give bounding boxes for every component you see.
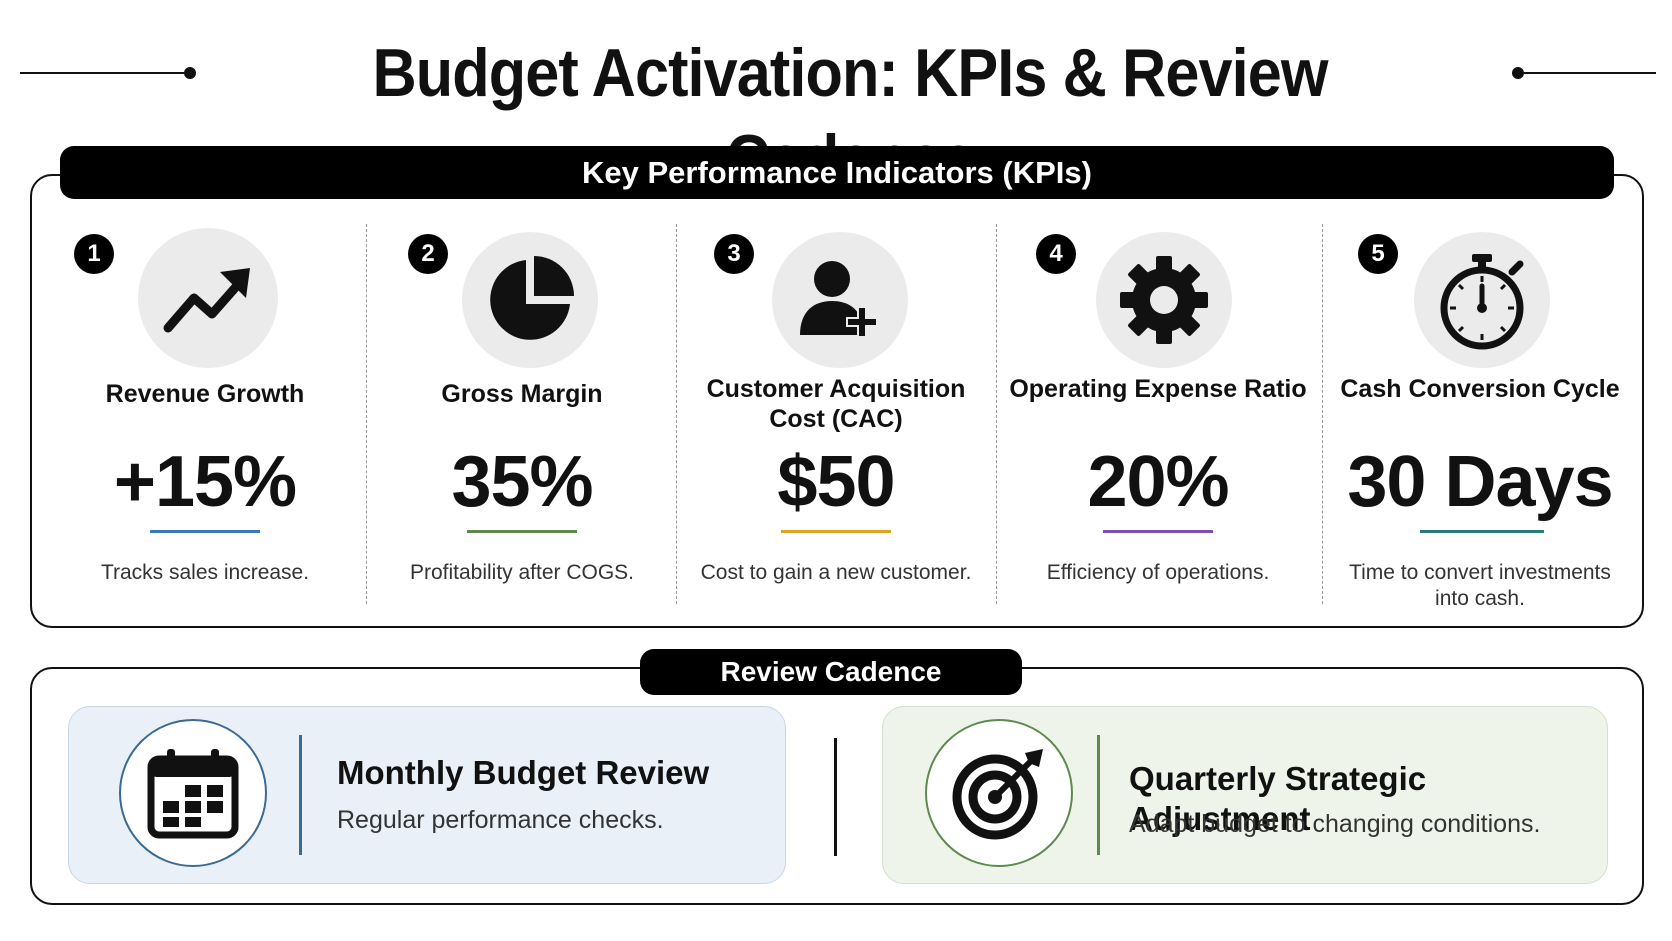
add-user-icon	[800, 261, 878, 338]
kpi-description: Time to convert investments into cash.	[1349, 561, 1611, 610]
kpi-number-badge: 5	[1358, 234, 1398, 274]
kpi-number-badge: 4	[1036, 234, 1076, 274]
kpi-card-cash-conversion-cycle: 5 Cash Conversion Cycle 30 Days Time to …	[1334, 224, 1626, 614]
kpi-divider	[1322, 224, 1323, 604]
kpi-section-heading: Key Performance Indicators (KPIs)	[60, 146, 1614, 199]
kpi-title: Gross Margin	[441, 380, 603, 408]
stopwatch-icon	[1440, 254, 1524, 350]
kpi-description: Cost to gain a new customer.	[700, 561, 972, 584]
kpi-accent-bar	[467, 530, 577, 533]
review-card-quarterly: Quarterly Strategic Adjustment Adapt bud…	[882, 706, 1608, 884]
calendar-icon	[147, 749, 239, 839]
kpi-value: $50	[777, 442, 895, 522]
review-description: Regular performance checks.	[337, 806, 664, 834]
kpi-value: 30 Days	[1347, 442, 1613, 522]
title-dot-right	[1512, 67, 1524, 79]
review-card-monthly: Monthly Budget Review Regular performanc…	[68, 706, 786, 884]
kpi-number-badge: 3	[714, 234, 754, 274]
review-section-heading: Review Cadence	[640, 649, 1022, 695]
pie-chart-icon	[490, 256, 574, 340]
kpi-description: Tracks sales increase.	[100, 561, 310, 584]
kpi-value: 35%	[451, 442, 593, 522]
kpi-card-revenue-growth: 1 Revenue Growth +15% Tracks sales incre…	[60, 224, 350, 614]
kpi-description: Efficiency of operations.	[1046, 561, 1270, 584]
title-rule-right	[1524, 72, 1656, 74]
kpi-icon-circle	[462, 232, 598, 368]
kpi-accent-bar	[1420, 530, 1544, 533]
kpi-divider	[676, 224, 677, 604]
kpi-accent-bar	[781, 530, 891, 533]
gear-icon	[1120, 256, 1208, 344]
review-description: Adapt budget to changing conditions.	[1129, 810, 1541, 838]
kpi-icon-circle	[1096, 232, 1232, 368]
kpi-card-operating-expense-ratio: 4 Operating Expense Ratio 20% Efficiency…	[1008, 224, 1308, 614]
kpi-number-badge: 2	[408, 234, 448, 274]
review-accent-line	[1097, 735, 1100, 855]
target-icon	[952, 749, 1043, 840]
title-row: Budget Activation: KPIs & Review Cadence	[0, 28, 1672, 197]
kpi-icon-circle	[772, 232, 908, 368]
review-center-divider	[834, 738, 837, 856]
review-title: Monthly Budget Review	[337, 754, 710, 791]
kpi-title: Cash Conversion Cycle	[1340, 375, 1620, 403]
kpi-title: Revenue Growth	[105, 380, 305, 408]
kpi-accent-bar	[150, 530, 260, 533]
kpi-card-customer-acquisition-cost: 3 Customer Acquisition Cost (CAC) $50 Co…	[686, 224, 986, 614]
review-accent-line	[299, 735, 302, 855]
review-icon-circle	[925, 719, 1073, 867]
trend-up-arrow-icon	[163, 268, 250, 333]
kpi-title: Customer Acquisition Cost (CAC)	[706, 375, 966, 433]
kpi-card-gross-margin: 2 Gross Margin 35% Profitability after C…	[380, 224, 664, 614]
review-title: Quarterly Strategic Adjustment	[1129, 760, 1427, 837]
kpi-value: 20%	[1087, 442, 1229, 522]
kpi-divider	[996, 224, 997, 604]
kpi-title: Operating Expense Ratio	[1009, 375, 1307, 403]
kpi-icon-circle	[138, 228, 278, 368]
review-icon-circle	[119, 719, 267, 867]
kpi-description: Profitability after COGS.	[409, 561, 635, 584]
title-dot-left	[184, 67, 196, 79]
kpi-divider	[366, 224, 367, 604]
title-rule-left	[20, 72, 188, 74]
kpi-value: +15%	[113, 442, 297, 522]
kpi-accent-bar	[1103, 530, 1213, 533]
kpi-icon-circle	[1414, 232, 1550, 368]
kpi-number-badge: 1	[74, 234, 114, 274]
